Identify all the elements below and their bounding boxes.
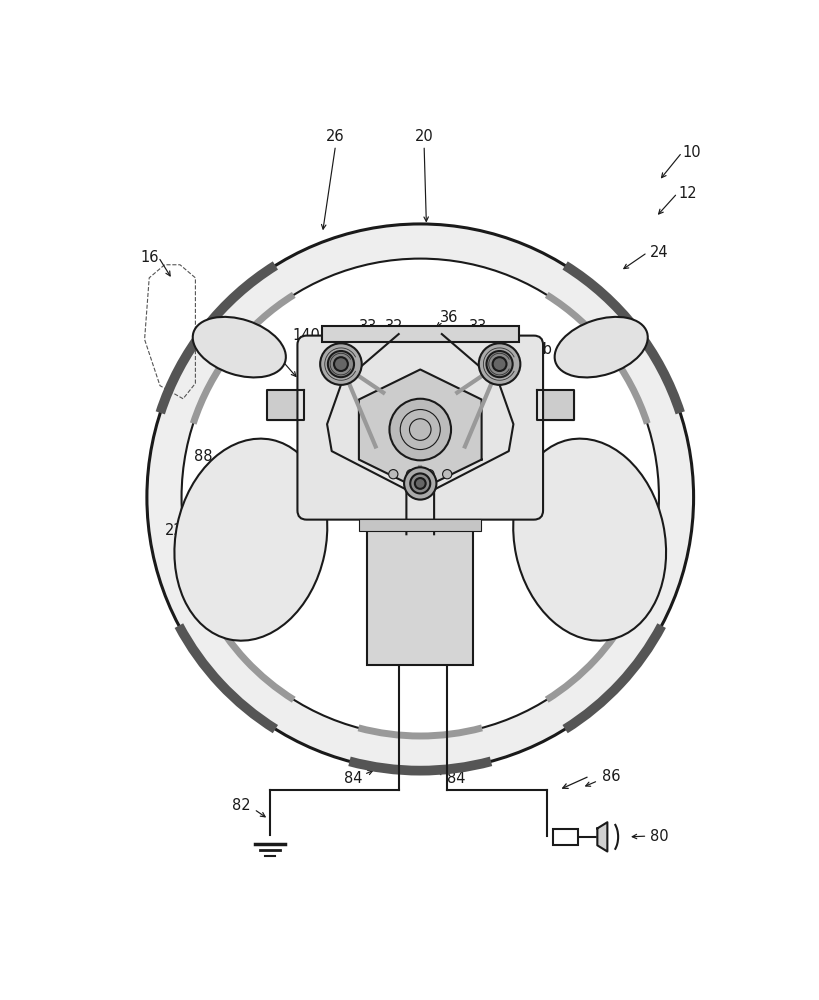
Text: 33: 33 [380, 572, 398, 587]
Circle shape [181, 259, 658, 736]
Text: 16: 16 [140, 250, 158, 265]
Text: 84: 84 [446, 771, 465, 786]
Text: 30: 30 [210, 484, 229, 499]
Text: 22: 22 [165, 523, 183, 538]
Text: 26: 26 [573, 592, 592, 607]
Bar [359, 519, 481, 531]
Text: 22: 22 [583, 327, 602, 342]
Bar [367, 530, 473, 665]
Circle shape [486, 351, 512, 377]
Bar [553, 829, 577, 845]
Circle shape [478, 343, 520, 385]
Ellipse shape [513, 439, 665, 641]
Text: 140a: 140a [292, 328, 329, 343]
Ellipse shape [174, 439, 327, 641]
Text: 18: 18 [210, 515, 229, 530]
Circle shape [147, 224, 693, 771]
Circle shape [410, 473, 430, 493]
Text: 26: 26 [326, 129, 345, 144]
Text: 88: 88 [193, 449, 212, 464]
Text: 22: 22 [197, 603, 216, 618]
Text: 86: 86 [601, 769, 620, 784]
Text: 22: 22 [197, 327, 216, 342]
Ellipse shape [554, 317, 647, 377]
Circle shape [404, 467, 436, 500]
Circle shape [414, 478, 425, 489]
Circle shape [389, 399, 450, 460]
Circle shape [319, 343, 361, 385]
Text: 16: 16 [594, 507, 612, 522]
Text: 40a: 40a [244, 342, 272, 357]
Circle shape [492, 357, 506, 371]
Text: 33: 33 [359, 319, 377, 334]
Polygon shape [359, 369, 481, 490]
Text: 20: 20 [414, 129, 433, 144]
FancyBboxPatch shape [297, 336, 542, 520]
Text: 82: 82 [232, 798, 251, 813]
Polygon shape [596, 822, 607, 852]
Circle shape [328, 351, 354, 377]
Text: 22: 22 [594, 523, 612, 538]
Text: 36: 36 [439, 310, 457, 325]
Text: 32: 32 [384, 319, 403, 334]
Text: 24: 24 [649, 245, 667, 260]
Circle shape [406, 470, 415, 479]
Text: 10: 10 [682, 145, 700, 160]
Circle shape [333, 357, 347, 371]
Text: 84: 84 [344, 771, 362, 786]
Circle shape [442, 470, 451, 479]
Polygon shape [266, 389, 303, 420]
Text: 33: 33 [468, 319, 486, 334]
Text: 40c: 40c [443, 592, 470, 607]
Text: 40b: 40b [523, 342, 551, 357]
Bar [321, 326, 518, 342]
Text: 12: 12 [677, 186, 696, 201]
Circle shape [424, 470, 433, 479]
Ellipse shape [192, 317, 286, 377]
Circle shape [388, 470, 397, 479]
Text: 80: 80 [649, 829, 667, 844]
Polygon shape [536, 389, 573, 420]
